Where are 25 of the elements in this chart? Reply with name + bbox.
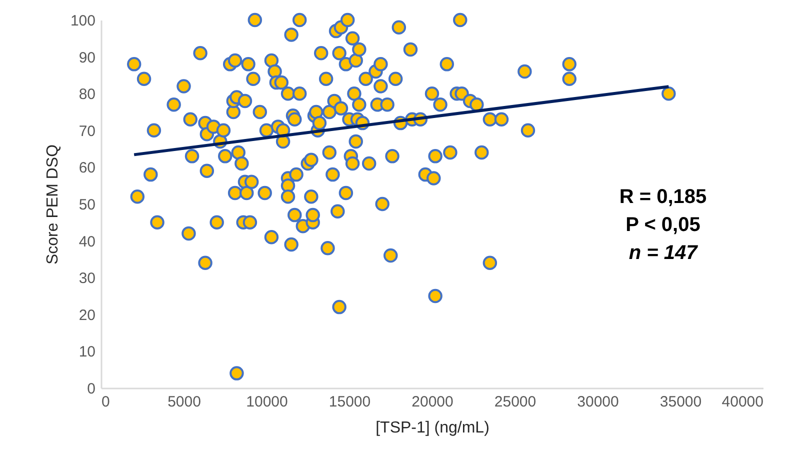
- y-tick-label: 10: [78, 344, 96, 361]
- y-tick-label: 50: [78, 196, 96, 214]
- annotation: n = 147: [628, 242, 698, 264]
- y-tick-label: 60: [78, 160, 96, 177]
- annotation: P < 0,05: [626, 214, 700, 236]
- x-tick-label: 40000: [722, 394, 764, 410]
- y-tick-label: 30: [78, 270, 96, 288]
- y-tick-label: 20: [78, 306, 96, 324]
- x-tick-label: 30000: [577, 394, 619, 410]
- x-tick-label: 0: [102, 394, 110, 410]
- y-tick-label: 0: [87, 380, 96, 398]
- x-tick-label: 20000: [412, 394, 454, 410]
- y-axis-title: Score PEM DSQ: [44, 144, 62, 265]
- annotation: R = 0,185: [619, 186, 707, 208]
- x-tick-label: 35000: [660, 394, 702, 410]
- y-tick-label: 40: [78, 233, 96, 250]
- x-axis-title: [TSP-1] (ng/mL): [376, 420, 490, 436]
- y-tick-label: 90: [78, 49, 96, 66]
- x-tick-label: 15000: [328, 394, 371, 410]
- y-tick-label: 100: [70, 12, 96, 30]
- y-tick-label: 70: [78, 122, 96, 140]
- y-tick-label: 80: [78, 86, 96, 104]
- x-tick-label: 10000: [246, 394, 288, 410]
- x-tick-label: 5000: [168, 394, 201, 410]
- x-tick-label: 25000: [494, 394, 536, 410]
